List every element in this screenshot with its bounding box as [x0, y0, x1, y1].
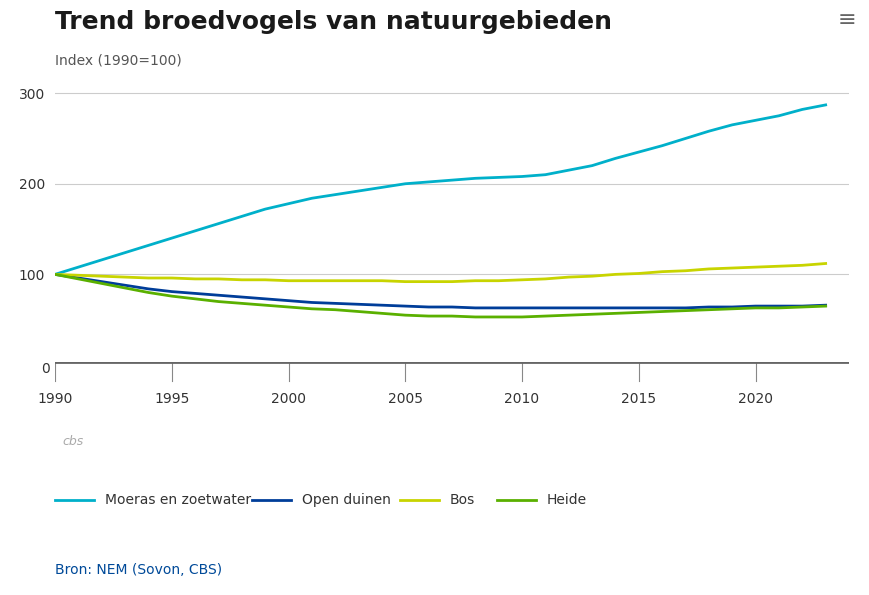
Text: 2000: 2000 — [271, 392, 306, 406]
Text: 1995: 1995 — [154, 392, 189, 406]
Text: 1990: 1990 — [37, 392, 73, 406]
Text: Index (1990=100): Index (1990=100) — [55, 54, 182, 68]
Text: 2005: 2005 — [388, 392, 423, 406]
Text: Open duinen: Open duinen — [302, 493, 391, 507]
Text: Bron: NEM (Sovon, CBS): Bron: NEM (Sovon, CBS) — [55, 563, 222, 577]
Text: cbs: cbs — [62, 435, 83, 448]
Text: 2010: 2010 — [505, 392, 540, 406]
Text: 0: 0 — [41, 362, 50, 376]
Text: 2020: 2020 — [738, 392, 773, 406]
Text: Bos: Bos — [449, 493, 474, 507]
Text: Heide: Heide — [547, 493, 587, 507]
Text: ≡: ≡ — [838, 10, 856, 30]
Text: Moeras en zoetwater: Moeras en zoetwater — [104, 493, 250, 507]
Text: Trend broedvogels van natuurgebieden: Trend broedvogels van natuurgebieden — [55, 10, 612, 34]
Text: 2015: 2015 — [621, 392, 656, 406]
